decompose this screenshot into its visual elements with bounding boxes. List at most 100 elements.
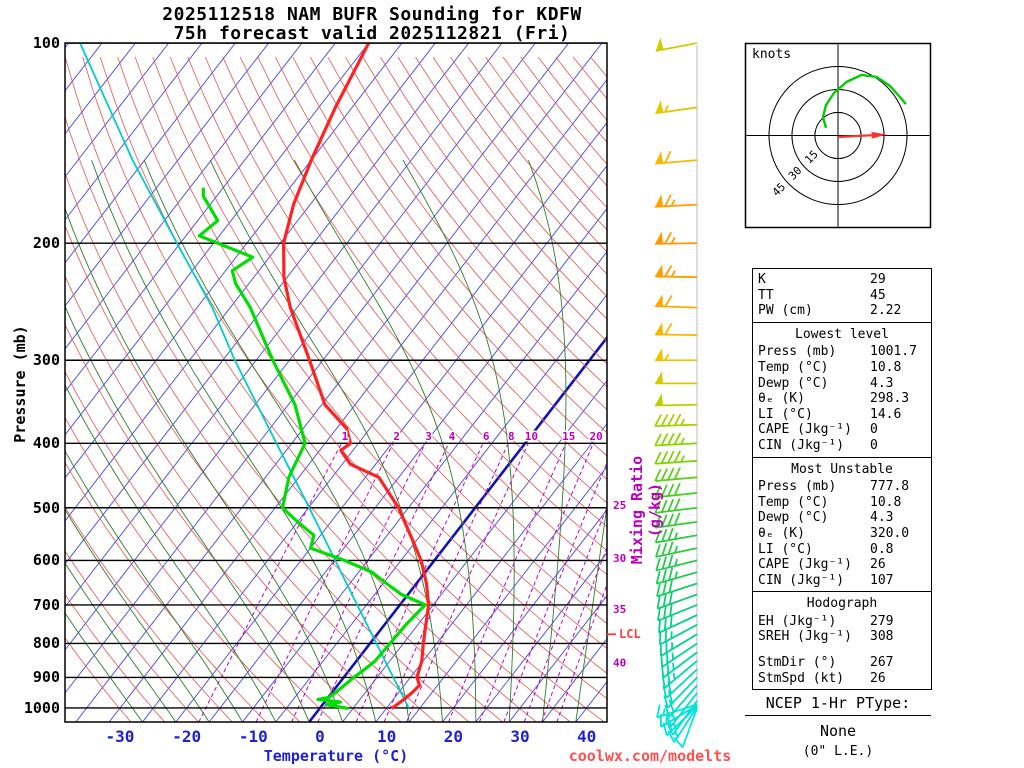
wind-barb-full: [667, 498, 675, 512]
wind-barb-full: [673, 498, 681, 511]
watermark-link[interactable]: coolwx.com/modelts: [568, 747, 732, 765]
wind-barb-full: [654, 414, 662, 427]
table-row-value: 107: [870, 572, 894, 588]
dry-adiabat-line: [82, 56, 571, 722]
pressure-tick-label: 100: [32, 34, 60, 52]
table-row-value: 4.3: [870, 375, 894, 391]
table-row-label: CAPE (Jkg⁻¹): [758, 422, 852, 438]
table-row: PW (cm) 2.22: [758, 303, 926, 319]
wind-barb-half: [674, 558, 678, 567]
wind-barb-half: [673, 532, 679, 540]
table-row-label: K: [758, 272, 766, 287]
mixing-ratio-tick-label: 30: [613, 552, 626, 565]
wind-barb-full: [666, 722, 674, 736]
temperature-tick-label: 0: [315, 727, 325, 746]
wind-barb-flag50: [655, 194, 664, 207]
mixing-ratio-tick-label: 2: [393, 430, 400, 443]
mixing-ratio-tick-label: 10: [525, 430, 538, 443]
mixing-ratio-line: [317, 443, 450, 722]
table-row: LI (°C) 0.8: [758, 542, 926, 558]
mixing-ratio-tick-label: 20: [590, 430, 603, 443]
ptype-value: None: [819, 722, 857, 740]
temperature-tick-label: -30: [105, 727, 135, 746]
pressure-tick-label: 200: [32, 234, 60, 253]
wind-barb-full: [655, 570, 661, 584]
table-row: TT 45: [758, 288, 926, 304]
table-row-value: 308: [870, 629, 894, 645]
dry-adiabat-line: [65, 416, 301, 722]
wind-barb-full: [673, 450, 682, 463]
wind-barb-full: [667, 450, 675, 464]
wind-barb-flag50: [655, 151, 664, 164]
hodograph-units-label: knots: [752, 47, 792, 62]
dry-adiabat-line: [327, 56, 607, 411]
temperature-curve: [282, 43, 431, 710]
wind-barb-full: [660, 414, 669, 427]
dry-adiabat-line: [169, 56, 607, 625]
table-section: Lowest level Press (mb) 1001.7 Temp (°C) 10.…: [753, 321, 931, 457]
table-row-value: 45: [870, 287, 886, 303]
wind-barb-full: [673, 512, 681, 526]
wind-barb-full: [667, 513, 674, 527]
mixing-ratio-tick-label: 35: [613, 603, 626, 616]
isotherm-line: [175, 164, 607, 722]
dry-adiabat-line: [432, 56, 607, 275]
pressure-tick-label: 900: [32, 668, 60, 687]
cyan-parcel-trace: [79, 43, 410, 709]
table-row-label: SREH (Jkg⁻¹): [758, 629, 852, 645]
table-row-label: Press (mb): [758, 344, 837, 360]
wind-barb-full: [654, 451, 662, 465]
table-row: Dewp (°C) 4.3: [758, 376, 926, 392]
wind-barb-half: [662, 708, 666, 716]
wind-barb-full: [662, 593, 667, 607]
pressure-tick-label: 1000: [23, 698, 60, 717]
table-row-value: 1001.7: [870, 344, 917, 360]
lcl-label: LCL: [619, 627, 641, 641]
moist-adiabat-line: [402, 159, 515, 722]
wind-barb-full: [668, 699, 675, 713]
wind-barb-flag50: [655, 100, 664, 114]
table-row-value: 279: [870, 613, 894, 629]
dry-adiabat-line: [415, 56, 607, 298]
wind-barb-full: [664, 231, 673, 245]
wind-barb-full: [654, 515, 662, 529]
dry-adiabat-line: [65, 637, 132, 722]
table-row-value: 10.8: [870, 359, 902, 375]
table-row-value: 10.8: [870, 494, 902, 510]
mixing-ratio-tick-label: 40: [613, 657, 626, 670]
table-row-label: CIN (Jkg⁻¹): [758, 437, 845, 453]
dry-adiabat-line: [345, 56, 607, 388]
hodograph-wind-trace: [821, 73, 907, 129]
moist-adiabat-line: [65, 207, 343, 722]
wind-barb-full: [661, 514, 668, 528]
dry-adiabat-line: [310, 56, 607, 434]
table-row-value: 4.3: [870, 510, 894, 526]
mixing-ratio-tick-label: 25: [613, 499, 626, 512]
table-row: EH (Jkg⁻¹) 279: [758, 614, 926, 630]
table-row: StmDir (°) 267: [758, 655, 926, 671]
wind-barb-full: [657, 607, 661, 621]
dry-adiabat-line: [65, 115, 503, 722]
wind-barb-full: [663, 605, 667, 619]
table-row-label: Temp (°C): [758, 494, 829, 510]
wind-barb-half: [680, 418, 686, 426]
table-row: K 29: [758, 272, 926, 288]
wind-barb-full: [673, 413, 682, 426]
table-row: θₑ (K) 320.0: [758, 526, 926, 542]
table-section-header: Lowest level: [795, 326, 889, 342]
wind-barb-full: [663, 617, 667, 631]
dewpoint-curve: [197, 187, 427, 710]
wind-barb-column: [654, 37, 698, 748]
pressure-tick-label: 500: [32, 498, 60, 517]
wind-barb-full: [655, 544, 661, 558]
isotherm-line: [342, 379, 607, 722]
dry-adiabat-line: [204, 56, 607, 576]
wind-barb-flag50: [655, 371, 663, 384]
mixing-ratio-axis-title: Mixing Ratio (g/kg): [628, 455, 664, 565]
isotherm-line: [65, 43, 436, 522]
wind-barb-staff: [655, 106, 698, 115]
isotherm-line: [65, 43, 336, 393]
wind-barb-half: [680, 455, 685, 463]
dry-adiabat-line: [117, 56, 607, 700]
